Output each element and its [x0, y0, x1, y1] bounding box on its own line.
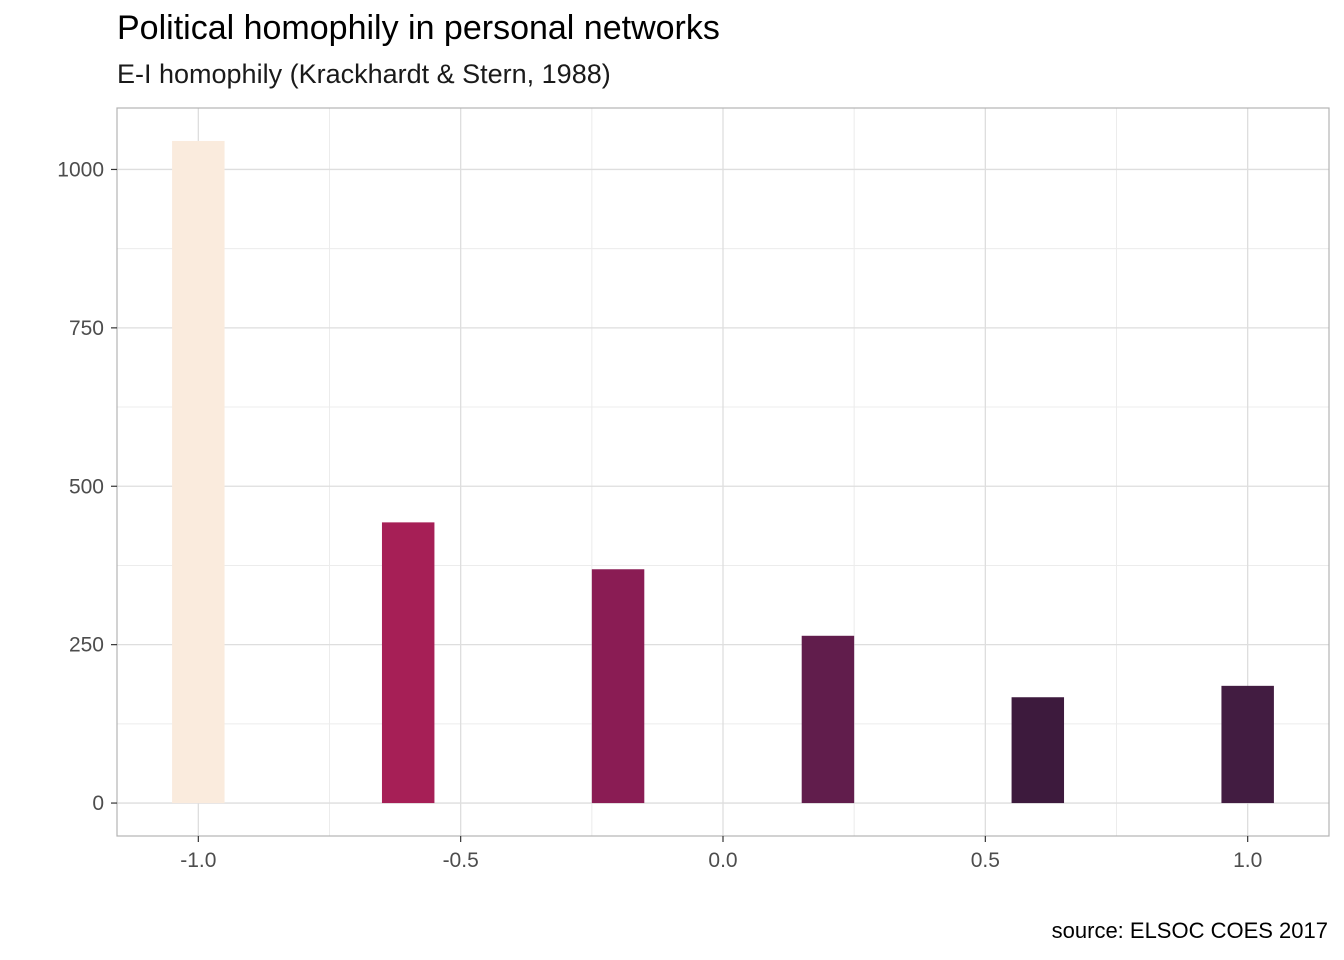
y-tick-label: 250 [69, 634, 104, 657]
bars [172, 140, 1274, 804]
x-tick-label: -1.0 [180, 849, 216, 872]
x-tick-label: 0.0 [708, 849, 737, 872]
bar [1011, 697, 1065, 804]
axis-ticks: -1.0 -0.5 0.0 0.5 1.0 0 250 500 750 1000 [57, 158, 1262, 872]
y-tick-label: 0 [92, 792, 104, 815]
x-tick-label: 0.5 [971, 849, 1000, 872]
x-tick-label: -0.5 [443, 849, 479, 872]
y-tick-label: 1000 [57, 158, 104, 181]
x-tick-label: 1.0 [1233, 849, 1262, 872]
bar [172, 140, 225, 804]
bar [381, 522, 435, 804]
bar [591, 569, 645, 804]
chart-title: Political homophily in personal networks [117, 9, 720, 47]
bar [801, 635, 855, 804]
y-tick-label: 750 [69, 317, 104, 340]
y-tick-label: 500 [69, 475, 104, 498]
chart-caption: source: ELSOC COES 2017 [1051, 918, 1328, 943]
bar [1221, 685, 1274, 804]
grid-lines [117, 108, 1329, 836]
chart-subtitle: E-I homophily (Krackhardt & Stern, 1988) [117, 59, 611, 89]
